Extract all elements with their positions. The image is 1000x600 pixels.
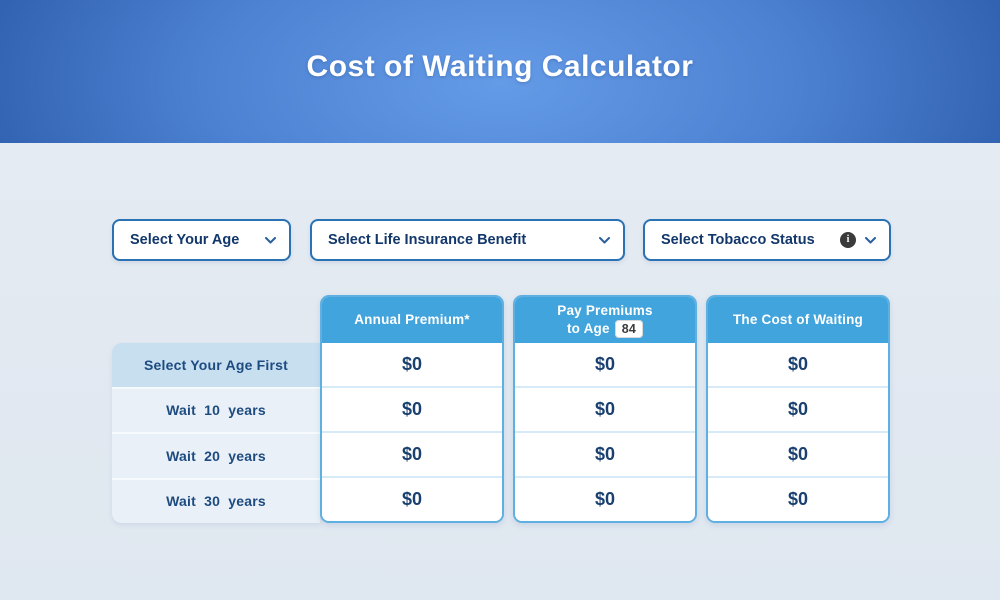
chevron-down-icon: [265, 236, 276, 243]
pay-premiums-column: Pay Premiums to Age 84 $0 $0 $0 $0: [513, 295, 697, 523]
row-label-text: years: [224, 493, 266, 510]
row-label-number: 30: [204, 493, 221, 510]
row-label-wait-30-years: Wait 30 years: [112, 477, 320, 523]
info-icon[interactable]: i: [840, 232, 856, 248]
page-title: Cost of Waiting Calculator: [306, 50, 694, 83]
column-header-text: The Cost of Waiting: [732, 312, 864, 328]
select-age-dropdown[interactable]: Select Your Age: [112, 219, 291, 261]
annual-premium-value-row1: $0: [322, 343, 502, 386]
row-label-text: Select Your Age First: [144, 356, 288, 373]
annual-premium-column: Annual Premium* $0 $0 $0 $0: [320, 295, 504, 523]
column-header-text: Pay Premiums: [557, 303, 653, 319]
pay-premiums-value-row2: $0: [515, 386, 695, 431]
select-tobacco-label: Select Tobacco Status: [661, 232, 815, 248]
row-label-wait-10-years: Wait 10 years: [112, 386, 320, 432]
pay-to-age-badge: 84: [614, 319, 643, 338]
annual-premium-value-row2: $0: [322, 386, 502, 431]
row-label-text: Wait: [166, 447, 201, 464]
chevron-down-icon: [865, 236, 876, 243]
pay-premiums-value-row4: $0: [515, 476, 695, 521]
row-label-text: years: [224, 402, 266, 419]
row-label-text: Wait: [166, 402, 201, 419]
cost-of-waiting-column: The Cost of Waiting $0 $0 $0 $0: [706, 295, 890, 523]
row-label-text: Wait: [166, 493, 201, 510]
annual-premium-value-row4: $0: [322, 476, 502, 521]
header-banner: Cost of Waiting Calculator: [0, 0, 1000, 143]
column-header-text: to Age: [566, 320, 610, 336]
row-labels-column: Select Your Age First Wait 10 years Wait…: [112, 343, 320, 523]
row-label-select-age-first: Select Your Age First: [112, 343, 320, 387]
cost-of-waiting-value-row4: $0: [708, 476, 888, 521]
results-table: Select Your Age First Wait 10 years Wait…: [112, 295, 890, 523]
row-label-number: 10: [204, 402, 221, 419]
row-label-text: years: [224, 447, 266, 464]
pay-premiums-header: Pay Premiums to Age 84: [515, 297, 695, 343]
select-benefit-dropdown[interactable]: Select Life Insurance Benefit: [310, 219, 625, 261]
annual-premium-header: Annual Premium*: [322, 297, 502, 343]
row-label-number: 20: [204, 447, 221, 464]
pay-premiums-value-row3: $0: [515, 431, 695, 476]
row-label-wait-20-years: Wait 20 years: [112, 432, 320, 478]
cost-of-waiting-header: The Cost of Waiting: [708, 297, 888, 343]
pay-premiums-value-row1: $0: [515, 343, 695, 386]
cost-of-waiting-value-row2: $0: [708, 386, 888, 431]
cost-of-waiting-value-row1: $0: [708, 343, 888, 386]
annual-premium-value-row3: $0: [322, 431, 502, 476]
chevron-down-icon: [599, 236, 610, 243]
select-tobacco-dropdown[interactable]: Select Tobacco Status i: [643, 219, 891, 261]
cost-of-waiting-value-row3: $0: [708, 431, 888, 476]
select-age-label: Select Your Age: [130, 232, 240, 248]
select-benefit-label: Select Life Insurance Benefit: [328, 232, 527, 248]
column-header-text: Annual Premium*: [354, 312, 470, 328]
